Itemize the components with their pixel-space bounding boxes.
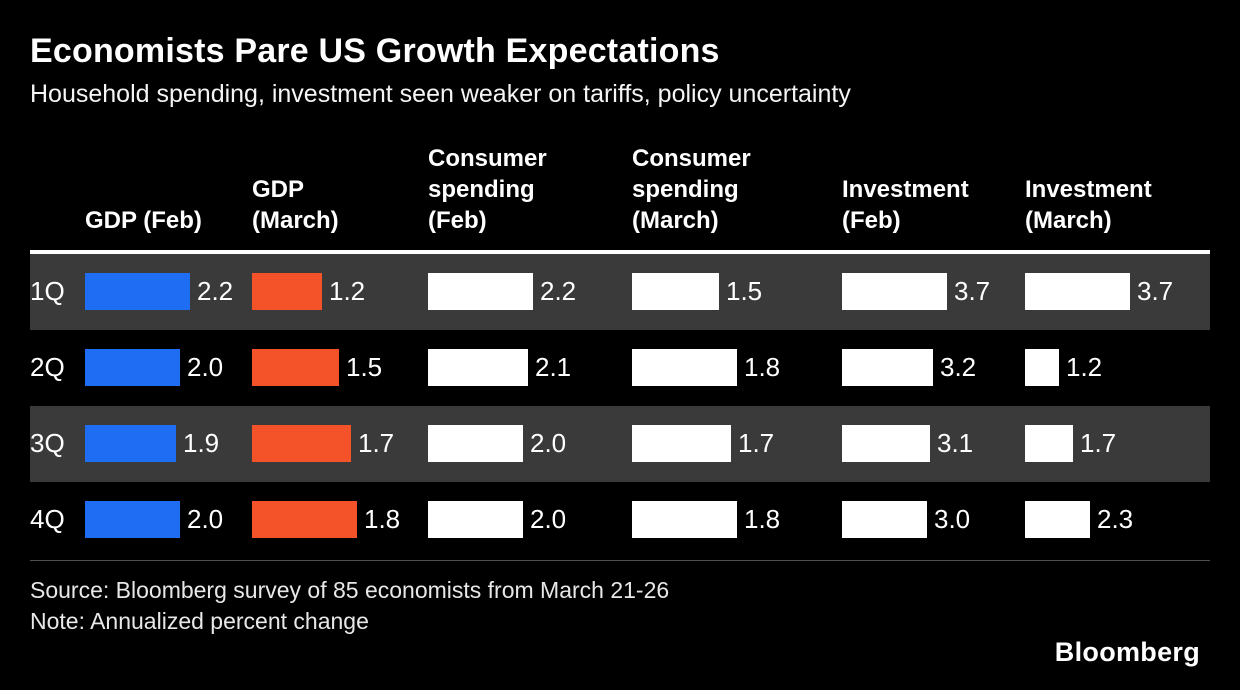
bar-cell: 1.8	[252, 501, 428, 539]
bar-cell: 2.1	[428, 349, 632, 387]
bar	[1025, 425, 1073, 463]
column-header: GDP (March)	[252, 176, 339, 235]
bar	[85, 349, 180, 387]
bar-cell: 1.5	[632, 273, 842, 311]
bar-cell: 1.7	[1025, 425, 1210, 463]
bar-cell: 2.0	[85, 349, 252, 387]
bar-value: 1.8	[744, 352, 781, 383]
bar-cell: 1.2	[252, 273, 428, 311]
bar-cell: 3.1	[842, 425, 1025, 463]
table-row: 1Q 2.2 1.2 2.2 1.5 3.7 3.7	[30, 253, 1210, 330]
bar-value: 3.1	[937, 428, 974, 459]
bar-cell: 2.3	[1025, 501, 1210, 539]
bar	[632, 349, 737, 387]
bar	[842, 349, 933, 387]
chart-subtitle: Household spending, investment seen weak…	[30, 80, 851, 109]
bar	[632, 425, 731, 463]
bar-cell: 2.2	[428, 273, 632, 311]
bar	[85, 273, 190, 311]
bar-value: 3.0	[934, 504, 971, 535]
footer: Source: Bloomberg survey of 85 economist…	[30, 559, 1210, 637]
bar-value: 1.8	[364, 504, 401, 535]
bar-value: 1.7	[358, 428, 395, 459]
bar-value: 1.5	[726, 276, 763, 307]
bar-value: 2.2	[197, 276, 234, 307]
bar-cell: 3.0	[842, 501, 1025, 539]
table-row: 4Q 2.0 1.8 2.0 1.8 3.0 2.3	[30, 482, 1210, 558]
bar	[252, 273, 322, 311]
row-label: 1Q	[30, 276, 65, 307]
bar	[842, 425, 930, 463]
bar-value: 3.2	[940, 352, 977, 383]
bar-value: 2.2	[540, 276, 577, 307]
bar-cell: 2.0	[85, 501, 252, 539]
row-label: 3Q	[30, 428, 65, 459]
bar-value: 3.7	[1137, 276, 1174, 307]
bar-cell: 1.7	[632, 425, 842, 463]
bar	[1025, 349, 1059, 387]
bar-value: 1.2	[329, 276, 366, 307]
bar-cell: 1.7	[252, 425, 428, 463]
row-label: 2Q	[30, 352, 65, 383]
bar	[632, 273, 719, 311]
bar-cell: 3.7	[842, 273, 1025, 311]
bar	[428, 349, 528, 387]
note-text: Note: Annualized percent change	[30, 607, 369, 634]
bar-value: 3.7	[954, 276, 991, 307]
bar-cell: 1.9	[85, 425, 252, 463]
row-label: 4Q	[30, 504, 65, 535]
bar-value: 1.5	[346, 352, 383, 383]
bar	[842, 501, 927, 539]
bar-cell: 1.8	[632, 501, 842, 539]
bar-cell: 2.0	[428, 425, 632, 463]
bar-cell: 3.2	[842, 349, 1025, 387]
bar-value: 2.0	[530, 504, 567, 535]
bar	[1025, 273, 1130, 311]
bar	[85, 501, 180, 539]
bar-value: 2.0	[187, 352, 224, 383]
column-header: Consumer spending (March)	[632, 145, 751, 235]
bar	[842, 273, 947, 311]
chart-table: 1Q 2.2 1.2 2.2 1.5 3.7 3.7 2Q 2.0 1.5 2.1 1.8 3.2 1.2…	[30, 253, 1210, 558]
bar	[428, 501, 523, 539]
bar	[428, 425, 523, 463]
bar-value: 1.2	[1066, 352, 1103, 383]
column-header: Investment (March)	[1025, 176, 1152, 235]
bar	[85, 425, 176, 463]
bar-cell: 1.5	[252, 349, 428, 387]
bar-value: 2.0	[530, 428, 567, 459]
column-header: GDP (Feb)	[85, 207, 202, 235]
bar	[632, 501, 737, 539]
bar-value: 2.0	[187, 504, 224, 535]
bar-cell: 2.2	[85, 273, 252, 311]
table-row: 2Q 2.0 1.5 2.1 1.8 3.2 1.2	[30, 330, 1210, 406]
bloomberg-logo: Bloomberg	[1054, 637, 1200, 667]
bar	[252, 501, 357, 539]
bar-value: 1.7	[1080, 428, 1117, 459]
column-header-row: GDP (Feb) GDP (March) Consumer spending (F…	[30, 143, 1210, 254]
chart-title: Economists Pare US Growth Expectations	[30, 32, 720, 70]
bar	[252, 349, 339, 387]
bar-cell: 1.8	[632, 349, 842, 387]
bar	[252, 425, 351, 463]
source-text: Source: Bloomberg survey of 85 economist…	[30, 576, 670, 603]
bar	[1025, 501, 1090, 539]
column-header: Investment (Feb)	[842, 176, 969, 235]
bar	[428, 273, 533, 311]
column-header: Consumer spending (Feb)	[428, 145, 547, 235]
bar-cell: 3.7	[1025, 273, 1210, 311]
bar-value: 1.7	[738, 428, 775, 459]
bar-value: 1.8	[744, 504, 781, 535]
bar-cell: 2.0	[428, 501, 632, 539]
bar-value: 2.3	[1097, 504, 1134, 535]
bar-value: 2.1	[535, 352, 572, 383]
bar-cell: 1.2	[1025, 349, 1210, 387]
bar-value: 1.9	[183, 428, 220, 459]
table-row: 3Q 1.9 1.7 2.0 1.7 3.1 1.7	[30, 405, 1210, 482]
